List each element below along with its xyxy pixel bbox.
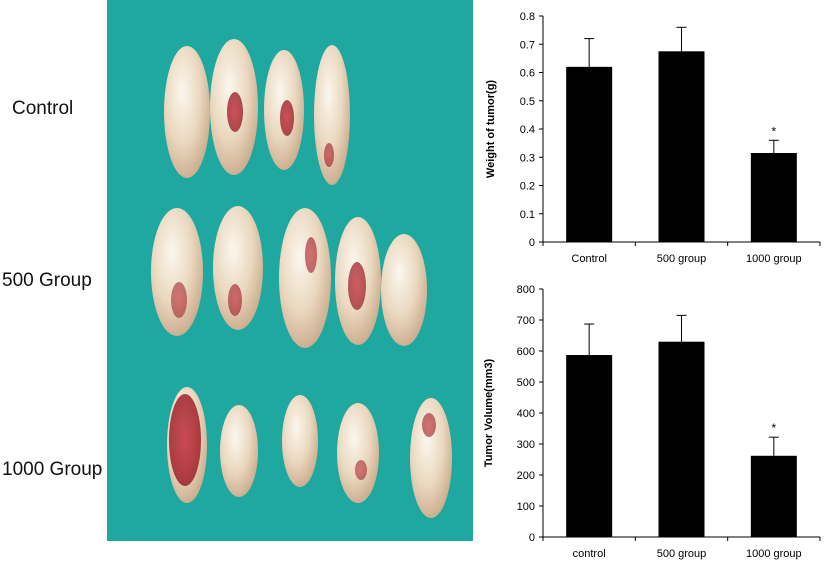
y-tick-label: 0 bbox=[529, 237, 535, 249]
tumor-photo bbox=[107, 0, 473, 541]
tumor-blood-spot bbox=[171, 282, 187, 318]
x-category-label: 1000 group bbox=[746, 548, 802, 560]
y-tick-label: 0.3 bbox=[520, 152, 535, 164]
row-label-500-group: 500 Group bbox=[2, 270, 92, 291]
tumor-specimen bbox=[220, 405, 258, 497]
y-tick-label: 700 bbox=[517, 315, 535, 327]
y-tick-label: 800 bbox=[517, 284, 535, 296]
y-axis-label: Weight of tumor(g) bbox=[485, 80, 497, 178]
tumor-weight-chart: 0 0.1 0.2 0.3 0.4 0.5 0.6 0.7 0.8 Control 500 grou… bbox=[485, 11, 821, 265]
tumor-specimen bbox=[410, 398, 452, 518]
significance-marker: * bbox=[771, 421, 776, 435]
x-category-label: control bbox=[573, 548, 606, 560]
y-tick-label: 0.8 bbox=[520, 11, 535, 23]
bar bbox=[566, 355, 613, 537]
y-tick-label: 0.5 bbox=[520, 96, 535, 108]
y-tick-label: 0.7 bbox=[520, 39, 535, 51]
bar bbox=[658, 341, 705, 537]
tumor-blood-spot bbox=[280, 100, 294, 136]
tumor-volume-chart: 0 100 200 300 400 500 600 700 800 control 500 grou… bbox=[483, 284, 821, 560]
tumor-blood-spot bbox=[355, 460, 367, 480]
significance-marker: * bbox=[771, 124, 776, 138]
y-tick-label: 0.6 bbox=[520, 68, 535, 80]
tumor-specimen bbox=[381, 234, 427, 346]
tumor-specimen bbox=[314, 45, 350, 185]
y-tick-label: 200 bbox=[517, 470, 535, 482]
bar bbox=[566, 66, 613, 242]
tumor-row-control bbox=[164, 39, 350, 185]
row-label-control: Control bbox=[12, 98, 74, 119]
tumor-specimen bbox=[213, 206, 263, 330]
y-tick-label: 0 bbox=[529, 532, 535, 544]
y-tick-label: 0.4 bbox=[520, 124, 535, 136]
tumor-row-1000-group bbox=[167, 387, 452, 518]
tumor-blood-spot bbox=[169, 394, 201, 486]
tumor-blood-spot bbox=[324, 143, 334, 167]
y-tick-label: 300 bbox=[517, 439, 535, 451]
y-tick-label: 400 bbox=[517, 408, 535, 420]
tumor-blood-spot bbox=[228, 284, 242, 316]
y-tick-label: 100 bbox=[517, 501, 535, 513]
x-category-label: 500 group bbox=[657, 253, 707, 265]
tumor-blood-spot bbox=[422, 413, 436, 437]
y-axis-label: Tumor Volume(mm3) bbox=[483, 358, 495, 467]
tumor-specimen bbox=[164, 46, 210, 178]
x-category-label: Control bbox=[571, 253, 606, 265]
x-category-label: 500 group bbox=[657, 548, 707, 560]
y-tick-label: 0.2 bbox=[520, 181, 535, 193]
bar bbox=[750, 153, 797, 242]
tumor-specimen bbox=[337, 403, 379, 503]
tumor-specimen bbox=[151, 208, 203, 336]
tumor-blood-spot bbox=[305, 237, 317, 273]
tumor-blood-spot bbox=[227, 92, 243, 132]
bar bbox=[750, 455, 797, 537]
tumor-specimen bbox=[279, 208, 331, 348]
tumor-specimen bbox=[282, 395, 318, 487]
bar bbox=[658, 51, 705, 242]
tumor-row-500-group bbox=[151, 206, 427, 348]
y-tick-label: 500 bbox=[517, 377, 535, 389]
y-tick-label: 600 bbox=[517, 346, 535, 358]
row-label-1000-group: 1000 Group bbox=[2, 459, 103, 480]
tumor-blood-spot bbox=[348, 262, 366, 310]
x-category-label: 1000 group bbox=[746, 253, 802, 265]
y-tick-label: 0.1 bbox=[520, 209, 535, 221]
